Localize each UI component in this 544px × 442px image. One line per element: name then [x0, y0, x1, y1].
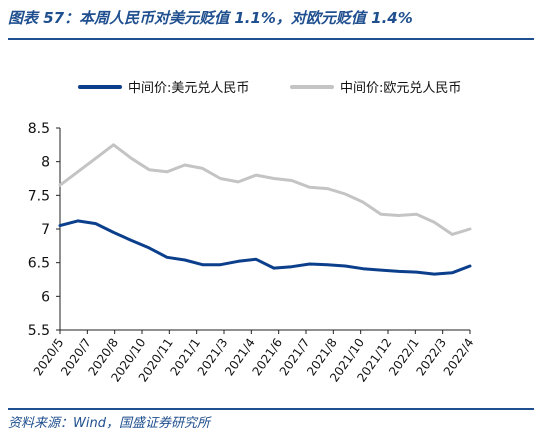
chart-title: 图表 57：本周人民币对美元贬值 1.1%，对欧元贬值 1.4%	[8, 9, 413, 27]
legend: 中间价:美元兑人民币 中间价:欧元兑人民币	[78, 81, 461, 96]
y-tick-label: 5.5	[28, 323, 50, 339]
series-group	[58, 143, 472, 276]
footer-rule	[8, 408, 534, 410]
y-tick-label: 7	[41, 222, 50, 238]
series-line-eur	[58, 143, 472, 236]
y-tick-label: 8	[41, 155, 50, 171]
y-tick-label: 6.5	[28, 256, 50, 272]
source-note: 资料来源：Wind，国盛证券研究所	[8, 416, 210, 431]
y-tick-label: 7.5	[28, 188, 50, 204]
legend-label: 中间价:欧元兑人民币	[340, 81, 461, 96]
series-line-usd	[58, 219, 472, 276]
legend-label: 中间价:美元兑人民币	[128, 81, 249, 96]
header-rule	[8, 38, 534, 40]
y-tick-label: 8.5	[28, 121, 50, 137]
y-tick-label: 6	[41, 289, 50, 305]
